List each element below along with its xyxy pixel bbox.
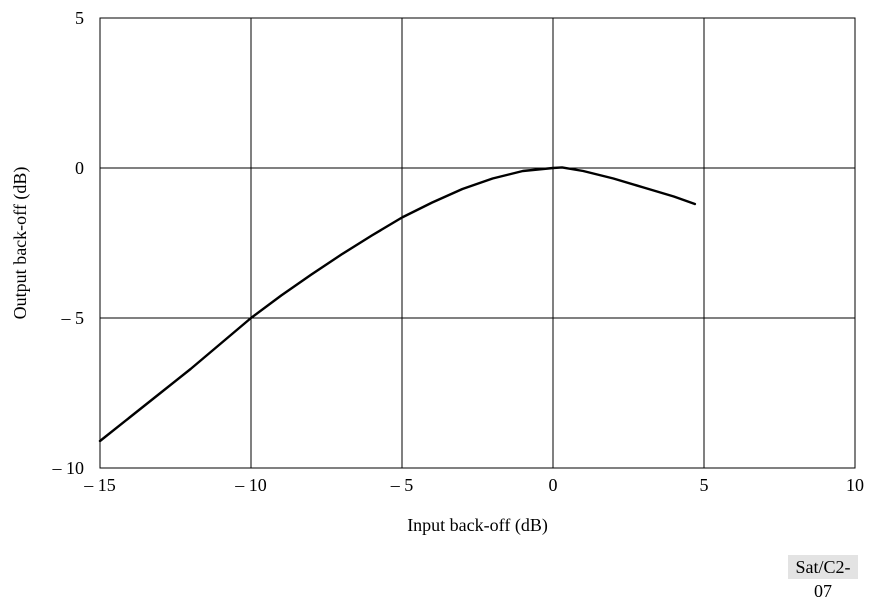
plot-frame [99,17,856,469]
y-axis-label: Output back-off (dB) [10,167,31,320]
chart: – 15– 10– 5 0 5 10 – 10– 505 Input back-off… [10,8,864,536]
x-axis-label: Input back-off (dB) [407,515,548,536]
y-tick-label: – 5 [61,308,85,328]
x-tick-labels: – 15 – 10 – 5 0 5 10 [83,475,864,495]
y-tick-label: – 10 [52,458,85,478]
grid [100,18,855,468]
x-tick-label: – 10 [234,475,267,495]
x-tick-label: 10 [846,475,864,495]
y-tick-label: 5 [75,8,84,28]
y-tick-labels: – 10 – 5 0 5 [52,8,85,478]
y-tick-label: 0 [75,158,84,178]
x-tick-label: 5 [700,475,709,495]
x-tick-label: – 5 [390,475,414,495]
x-tick-label: – 15 [83,475,116,495]
x-tick-label: 0 [549,475,558,495]
figure-reference: Sat/C2-07 [788,555,858,601]
series-line [98,166,697,443]
